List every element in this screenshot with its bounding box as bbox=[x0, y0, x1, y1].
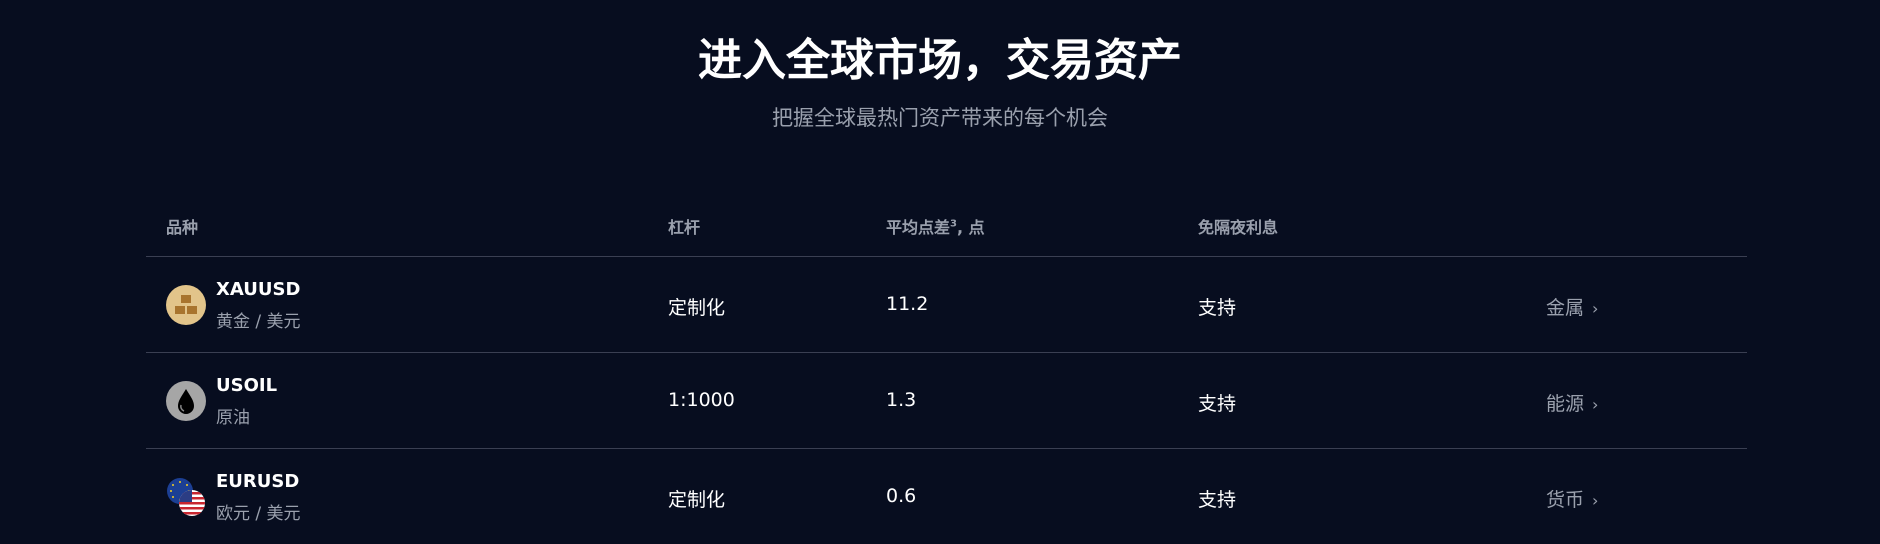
spread-value: 1.3 bbox=[886, 389, 917, 411]
category-label: 金属 bbox=[1546, 297, 1585, 319]
gold-bars-icon bbox=[166, 285, 206, 325]
spread-label: 平均点差 bbox=[886, 218, 951, 237]
instrument-name: 黄金 / 美元 bbox=[216, 312, 301, 332]
category-label: 货币 bbox=[1546, 489, 1585, 511]
eu-us-flags-icon bbox=[167, 478, 205, 516]
column-swap-free: 免隔夜利息 bbox=[1198, 218, 1279, 237]
instrument-symbol: EURUSD bbox=[216, 471, 300, 492]
table-row[interactable]: XAUUSD 黄金 / 美元 定制化 11.2 支持 金属 › bbox=[146, 257, 1747, 353]
leverage-value: 1:1000 bbox=[668, 389, 735, 411]
chevron-right-icon: › bbox=[1592, 299, 1599, 318]
category-link-currencies[interactable]: 货币 › bbox=[1546, 485, 1598, 512]
swap-free-value: 支持 bbox=[1198, 489, 1237, 511]
footnote-marker: 3 bbox=[950, 218, 957, 230]
chevron-right-icon: › bbox=[1592, 395, 1599, 414]
swap-free-value: 支持 bbox=[1198, 297, 1237, 319]
instrument-name: 原油 bbox=[216, 408, 250, 428]
category-link-metals[interactable]: 金属 › bbox=[1546, 293, 1598, 320]
instruments-table: 品种 杠杆 平均点差3, 点 免隔夜利息 XAUUSD 黄金 / 美元 定制化 … bbox=[146, 200, 1747, 544]
column-spread: 平均点差3, 点 bbox=[886, 214, 985, 238]
leverage-value: 定制化 bbox=[668, 297, 726, 319]
swap-free-value: 支持 bbox=[1198, 393, 1237, 415]
column-instrument: 品种 bbox=[166, 218, 199, 237]
category-label: 能源 bbox=[1546, 393, 1585, 415]
oil-drop-icon bbox=[166, 381, 206, 421]
spread-value: 11.2 bbox=[886, 293, 929, 315]
table-row[interactable]: USOIL 原油 1:1000 1.3 支持 能源 › bbox=[146, 353, 1747, 449]
category-link-energy[interactable]: 能源 › bbox=[1546, 389, 1598, 416]
table-header: 品种 杠杆 平均点差3, 点 免隔夜利息 bbox=[146, 200, 1747, 257]
page-title: 进入全球市场，交易资产 bbox=[698, 35, 1182, 86]
spread-unit: , 点 bbox=[956, 218, 985, 237]
table-row[interactable]: EURUSD 欧元 / 美元 定制化 0.6 支持 货币 › bbox=[146, 449, 1747, 544]
chevron-right-icon: › bbox=[1592, 491, 1599, 510]
spread-value: 0.6 bbox=[886, 485, 917, 507]
instrument-name: 欧元 / 美元 bbox=[216, 504, 301, 524]
leverage-value: 定制化 bbox=[668, 489, 726, 511]
column-leverage: 杠杆 bbox=[668, 218, 701, 237]
instrument-symbol: XAUUSD bbox=[216, 279, 301, 300]
instrument-symbol: USOIL bbox=[216, 375, 278, 396]
page-subtitle: 把握全球最热门资产带来的每个机会 bbox=[772, 106, 1108, 130]
